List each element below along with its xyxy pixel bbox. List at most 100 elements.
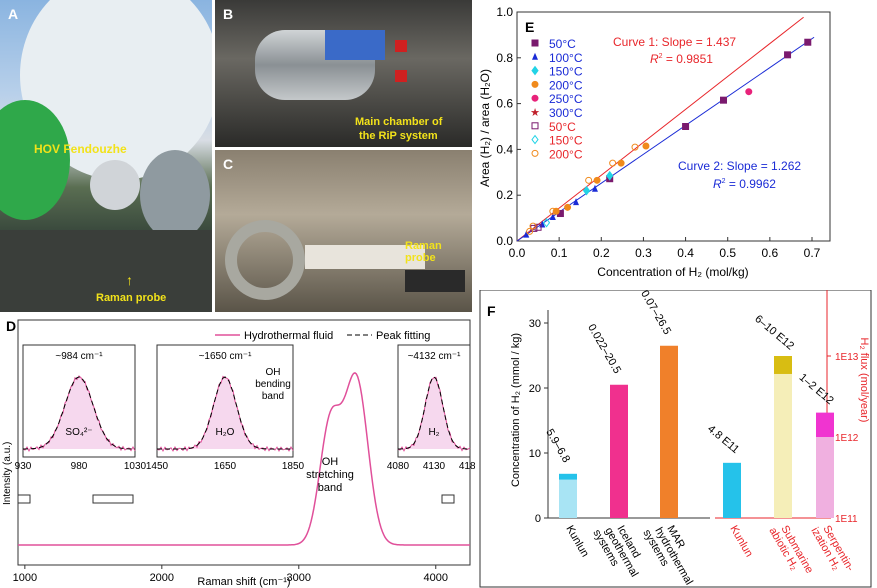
curve2-label: Curve 2: Slope = 1.262: [678, 159, 801, 173]
y-tick-label: 0.0: [496, 234, 513, 248]
y-tick-label: 1.0: [496, 5, 513, 19]
inset-tick-label: 1850: [282, 461, 305, 472]
y-axis-label: Concentration of H₂ (mmol / kg): [510, 333, 522, 487]
legend-marker: [531, 149, 539, 157]
curve1-label: Curve 1: Slope = 1.437: [613, 35, 736, 49]
bar-value-label: 0.022–20.5: [585, 322, 623, 376]
data-point: [534, 223, 542, 231]
inset-tick-label: 980: [71, 461, 88, 472]
y2-tick-label: 1E12: [835, 433, 859, 444]
legend-marker: [531, 134, 539, 145]
data-point: [585, 176, 593, 184]
plot-frame: [516, 11, 831, 242]
x-axis-label: Raman shift (cm⁻¹): [197, 576, 290, 588]
inset-peak-label: ~1650 cm⁻¹: [199, 351, 252, 362]
data-point: [549, 212, 556, 220]
spectrum-line: [18, 372, 470, 546]
bar-high: [816, 412, 834, 437]
legend-fit: Peak fitting: [376, 330, 430, 342]
inset-fill: [398, 377, 470, 449]
inset-note: band: [262, 391, 284, 402]
main-chamber-label-2: the RiP system: [359, 130, 438, 142]
data-point: [609, 159, 617, 167]
inset-note: OH: [266, 367, 281, 378]
inset-peak-label: ~4132 cm⁻¹: [408, 351, 461, 362]
inset-species-label: SO₄²⁻: [65, 427, 92, 438]
bar-value-label: 1–2 E12: [797, 372, 836, 408]
raman-probe-label-a: Raman probe: [96, 292, 167, 304]
y-tick-label: 0.8: [496, 51, 513, 65]
x-tick-label: 0.7: [804, 246, 821, 260]
data-point: [523, 230, 530, 238]
inset-spectrum: [22, 375, 136, 452]
y-tick-label: 0.6: [496, 97, 513, 111]
legend-marker: [531, 39, 539, 47]
legend-label: 300°C: [549, 106, 583, 120]
x-tick-label: 2000: [150, 572, 174, 584]
legend-label: 150°C: [549, 65, 583, 79]
bar-low: [774, 373, 792, 518]
y-tick-label: 20: [529, 383, 541, 395]
inset-fill: [23, 377, 135, 449]
data-point: [582, 185, 591, 196]
data-point: [593, 176, 601, 184]
inset-species-label: H₂: [428, 427, 439, 438]
data-point: [549, 207, 557, 215]
inset-tick-label: 1450: [146, 461, 169, 472]
data-point: [631, 143, 639, 151]
inset-tick-label: 1030: [124, 461, 147, 472]
photo-hov: A HOV Fendouzhe Raman probe ↑: [0, 0, 212, 312]
legend-label: 150°C: [549, 134, 583, 148]
y2-axis-label: H₂ flux (mol/year): [858, 338, 870, 423]
data-point: [682, 123, 690, 130]
legend-label: 50°C: [549, 120, 576, 134]
y2-tick-label: 1E11: [835, 514, 858, 525]
legend-marker: [531, 94, 539, 102]
y-axis-label: Area (H₂) / area (H₂O): [478, 69, 492, 187]
panel-label-c: C: [223, 156, 234, 172]
inset-fit: [157, 376, 293, 450]
data-point: [642, 142, 650, 150]
x-tick-label: 0.6: [762, 246, 779, 260]
raman-probe-label-c: Raman probe: [405, 240, 442, 264]
panel-label-d: D: [6, 318, 16, 334]
category-label: Kunlun: [563, 524, 591, 560]
band-label: stretching: [306, 469, 354, 481]
bar-low: [816, 437, 834, 518]
data-point: [564, 203, 572, 211]
x-tick-label: 0.5: [719, 246, 736, 260]
band-label: band: [318, 482, 342, 494]
inset-species-label: H₂O: [216, 427, 235, 438]
chart-h2-comparison: F 0 10 20 30 1E11 1E12 1E13 Concentration of H₂ …: [479, 290, 872, 588]
panel-label-f: F: [487, 303, 496, 319]
legend-label: 200°C: [549, 147, 583, 161]
legend-label: 200°C: [549, 78, 583, 92]
y-axis-label: Intensity (a.u.): [2, 442, 13, 505]
data-point: [804, 38, 812, 46]
zoom-box: [92, 494, 134, 504]
legend-marker: ★: [530, 107, 540, 119]
inset-tick-label: 1650: [214, 461, 237, 472]
legend-marker: [531, 65, 539, 76]
x-tick-label: 4000: [424, 572, 448, 584]
data-point: [784, 51, 792, 59]
inset-tick-label: 4130: [423, 461, 446, 472]
x-tick-label: 0.4: [677, 246, 694, 260]
x-tick-label: 0.2: [593, 246, 610, 260]
data-point: [542, 217, 551, 228]
inset-fit: [23, 376, 135, 450]
legend-marker: [532, 52, 538, 60]
main-chamber-label-1: Main chamber of: [355, 116, 443, 128]
bar-value-label: 4.8 E11: [705, 423, 741, 456]
inset-tick-label: 4180: [459, 461, 475, 472]
inset-tick-label: 4080: [387, 461, 410, 472]
data-point: [591, 184, 598, 192]
bar-high: [723, 462, 741, 518]
zoom-box: [441, 494, 455, 504]
legend-label: 250°C: [549, 92, 583, 106]
chart-calibration: E 0.0 0.1 0.2 0.3 0.4 0.5 0.6 0.7 0.0 0.2 0.4 0.6 0.8…: [478, 5, 831, 279]
y-tick-label: 0: [535, 513, 541, 525]
curve1-r2: R2 = 0.9851: [650, 52, 713, 66]
data-point: [617, 159, 625, 167]
bar-high: [774, 356, 792, 374]
